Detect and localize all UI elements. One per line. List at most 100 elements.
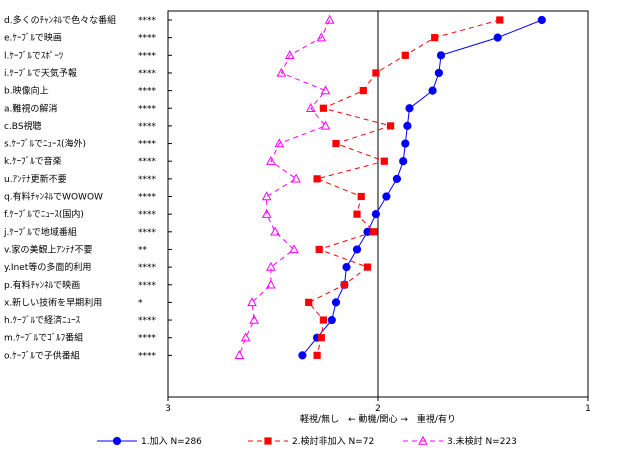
category-label: c.BS視聴 (4, 120, 42, 132)
series-group (305, 16, 504, 359)
category-label: m.ｹｰﾌﾞﾙでｺﾞﾙﾌ番組 (4, 332, 83, 344)
legend: 1.加入 N=286 2.検討非加入 N=72 3.未検討 N=223 (97, 435, 517, 447)
data-point (249, 314, 259, 324)
category-label: i.ｹｰﾌﾞﾙで天気予報 (4, 67, 77, 79)
data-point (428, 86, 437, 95)
significance-mark: ** (138, 245, 148, 255)
data-point (431, 34, 439, 42)
data-point (370, 228, 378, 236)
x-axis-label: 軽視/無し ← 動機/関心 → 重視/有り (300, 413, 456, 425)
data-point (261, 208, 272, 218)
x-tick-label: 3 (165, 404, 171, 414)
data-point (352, 245, 362, 254)
data-point (270, 226, 280, 236)
legend-label: 2.検討非加入 N=72 (292, 435, 374, 447)
series-group (298, 15, 546, 360)
data-point (313, 351, 321, 359)
data-point (274, 138, 285, 148)
data-point (234, 350, 245, 360)
legend-marker (112, 436, 122, 446)
data-point (319, 316, 327, 324)
significance-mark: **** (138, 210, 157, 220)
data-point (266, 279, 276, 289)
data-point (493, 33, 502, 42)
significance-mark: **** (138, 228, 157, 238)
significance-mark: **** (138, 122, 157, 132)
significance-mark: **** (138, 51, 157, 61)
legend-entry: 2.検討非加入 N=72 (248, 435, 374, 447)
data-point (399, 157, 408, 166)
significance-mark: **** (138, 157, 157, 167)
data-point (537, 15, 546, 25)
data-point (291, 173, 301, 183)
significance-mark: **** (138, 104, 157, 114)
significance-mark: **** (138, 263, 157, 273)
x-tick-label: 2 (375, 404, 381, 414)
data-point (284, 50, 295, 59)
series-layer (234, 14, 546, 360)
data-point (372, 69, 380, 77)
data-point (405, 104, 414, 113)
legend-entry: 1.加入 N=286 (97, 436, 202, 447)
data-point (363, 227, 372, 236)
significance-mark: **** (138, 175, 157, 185)
significance-mark: **** (138, 193, 157, 203)
category-labels: d.多くのﾁｬﾝﾈﾙで色々な番組 **** e.ｹｰﾌﾞﾙで映画 **** l.ｹｰﾌﾞ… (3, 14, 172, 361)
data-point (261, 191, 272, 201)
data-point (357, 192, 365, 201)
data-point (298, 351, 307, 360)
data-point (305, 102, 316, 112)
data-point (371, 210, 380, 219)
category-label: b.映像向上 (4, 85, 49, 97)
significance-mark: **** (138, 316, 157, 326)
data-point (401, 51, 409, 59)
data-point (496, 16, 504, 24)
series-group (234, 14, 335, 360)
category-label: e.ｹｰﾌﾞﾙで映画 (4, 32, 62, 44)
category-label: p.有料ﾁｬﾝﾈﾙで映画 (4, 279, 80, 291)
data-point (331, 298, 341, 307)
data-point (266, 261, 276, 271)
data-point (436, 51, 446, 60)
data-point (320, 85, 331, 95)
category-label: l.ｹｰﾌﾞﾙでｽﾎﾟｰﾂ (4, 50, 64, 61)
series-line (238, 19, 331, 356)
category-label: v.家の美観上ｱﾝﾃﾅ不要 (4, 243, 93, 255)
category-label: j.ｹｰﾌﾞﾙで地域番組 (3, 226, 77, 238)
data-point (315, 245, 323, 254)
data-point (305, 298, 313, 306)
legend-marker (418, 435, 428, 445)
legend-entry: 3.未検討 N=223 (403, 435, 517, 447)
significance-mark: **** (138, 140, 157, 150)
data-point (317, 334, 325, 342)
data-point (324, 14, 335, 24)
category-label: s.ｹｰﾌﾞﾙでﾆｭｰｽ(海外) (4, 138, 86, 150)
data-point (342, 263, 351, 272)
significance-mark: **** (138, 87, 157, 97)
data-point (359, 87, 367, 95)
data-point (392, 174, 401, 183)
category-label: q.有料ﾁｬﾝﾈﾙでWOWOW (4, 191, 103, 203)
data-point (316, 32, 327, 42)
data-point (340, 281, 348, 289)
x-tick-label: 1 (585, 404, 591, 414)
legend-marker (264, 437, 272, 445)
legend-label: 3.未検討 N=223 (447, 435, 517, 447)
category-label: x.新しい技術を早期利用 (4, 296, 102, 308)
category-label: d.多くのﾁｬﾝﾈﾙで色々な番組 (4, 14, 116, 26)
significance-mark: **** (138, 334, 157, 344)
data-point (320, 120, 331, 130)
data-point (313, 175, 321, 183)
significance-mark: **** (138, 16, 157, 26)
data-point (387, 122, 395, 130)
category-label: k.ｹｰﾌﾞﾙで音楽 (4, 155, 62, 167)
category-label: o.ｹｰﾌﾞﾙで子供番組 (4, 349, 80, 361)
category-label: h.ｹｰﾌﾞﾙで経済ﾆｭｰｽ (4, 314, 81, 326)
category-label: u.ｱﾝﾃﾅ更新不要 (4, 173, 67, 185)
significance-mark: **** (138, 351, 157, 361)
significance-mark: **** (138, 69, 157, 79)
data-point (363, 263, 372, 271)
data-point (327, 315, 336, 325)
category-label: y.Inet等の多面的利用 (4, 261, 91, 273)
